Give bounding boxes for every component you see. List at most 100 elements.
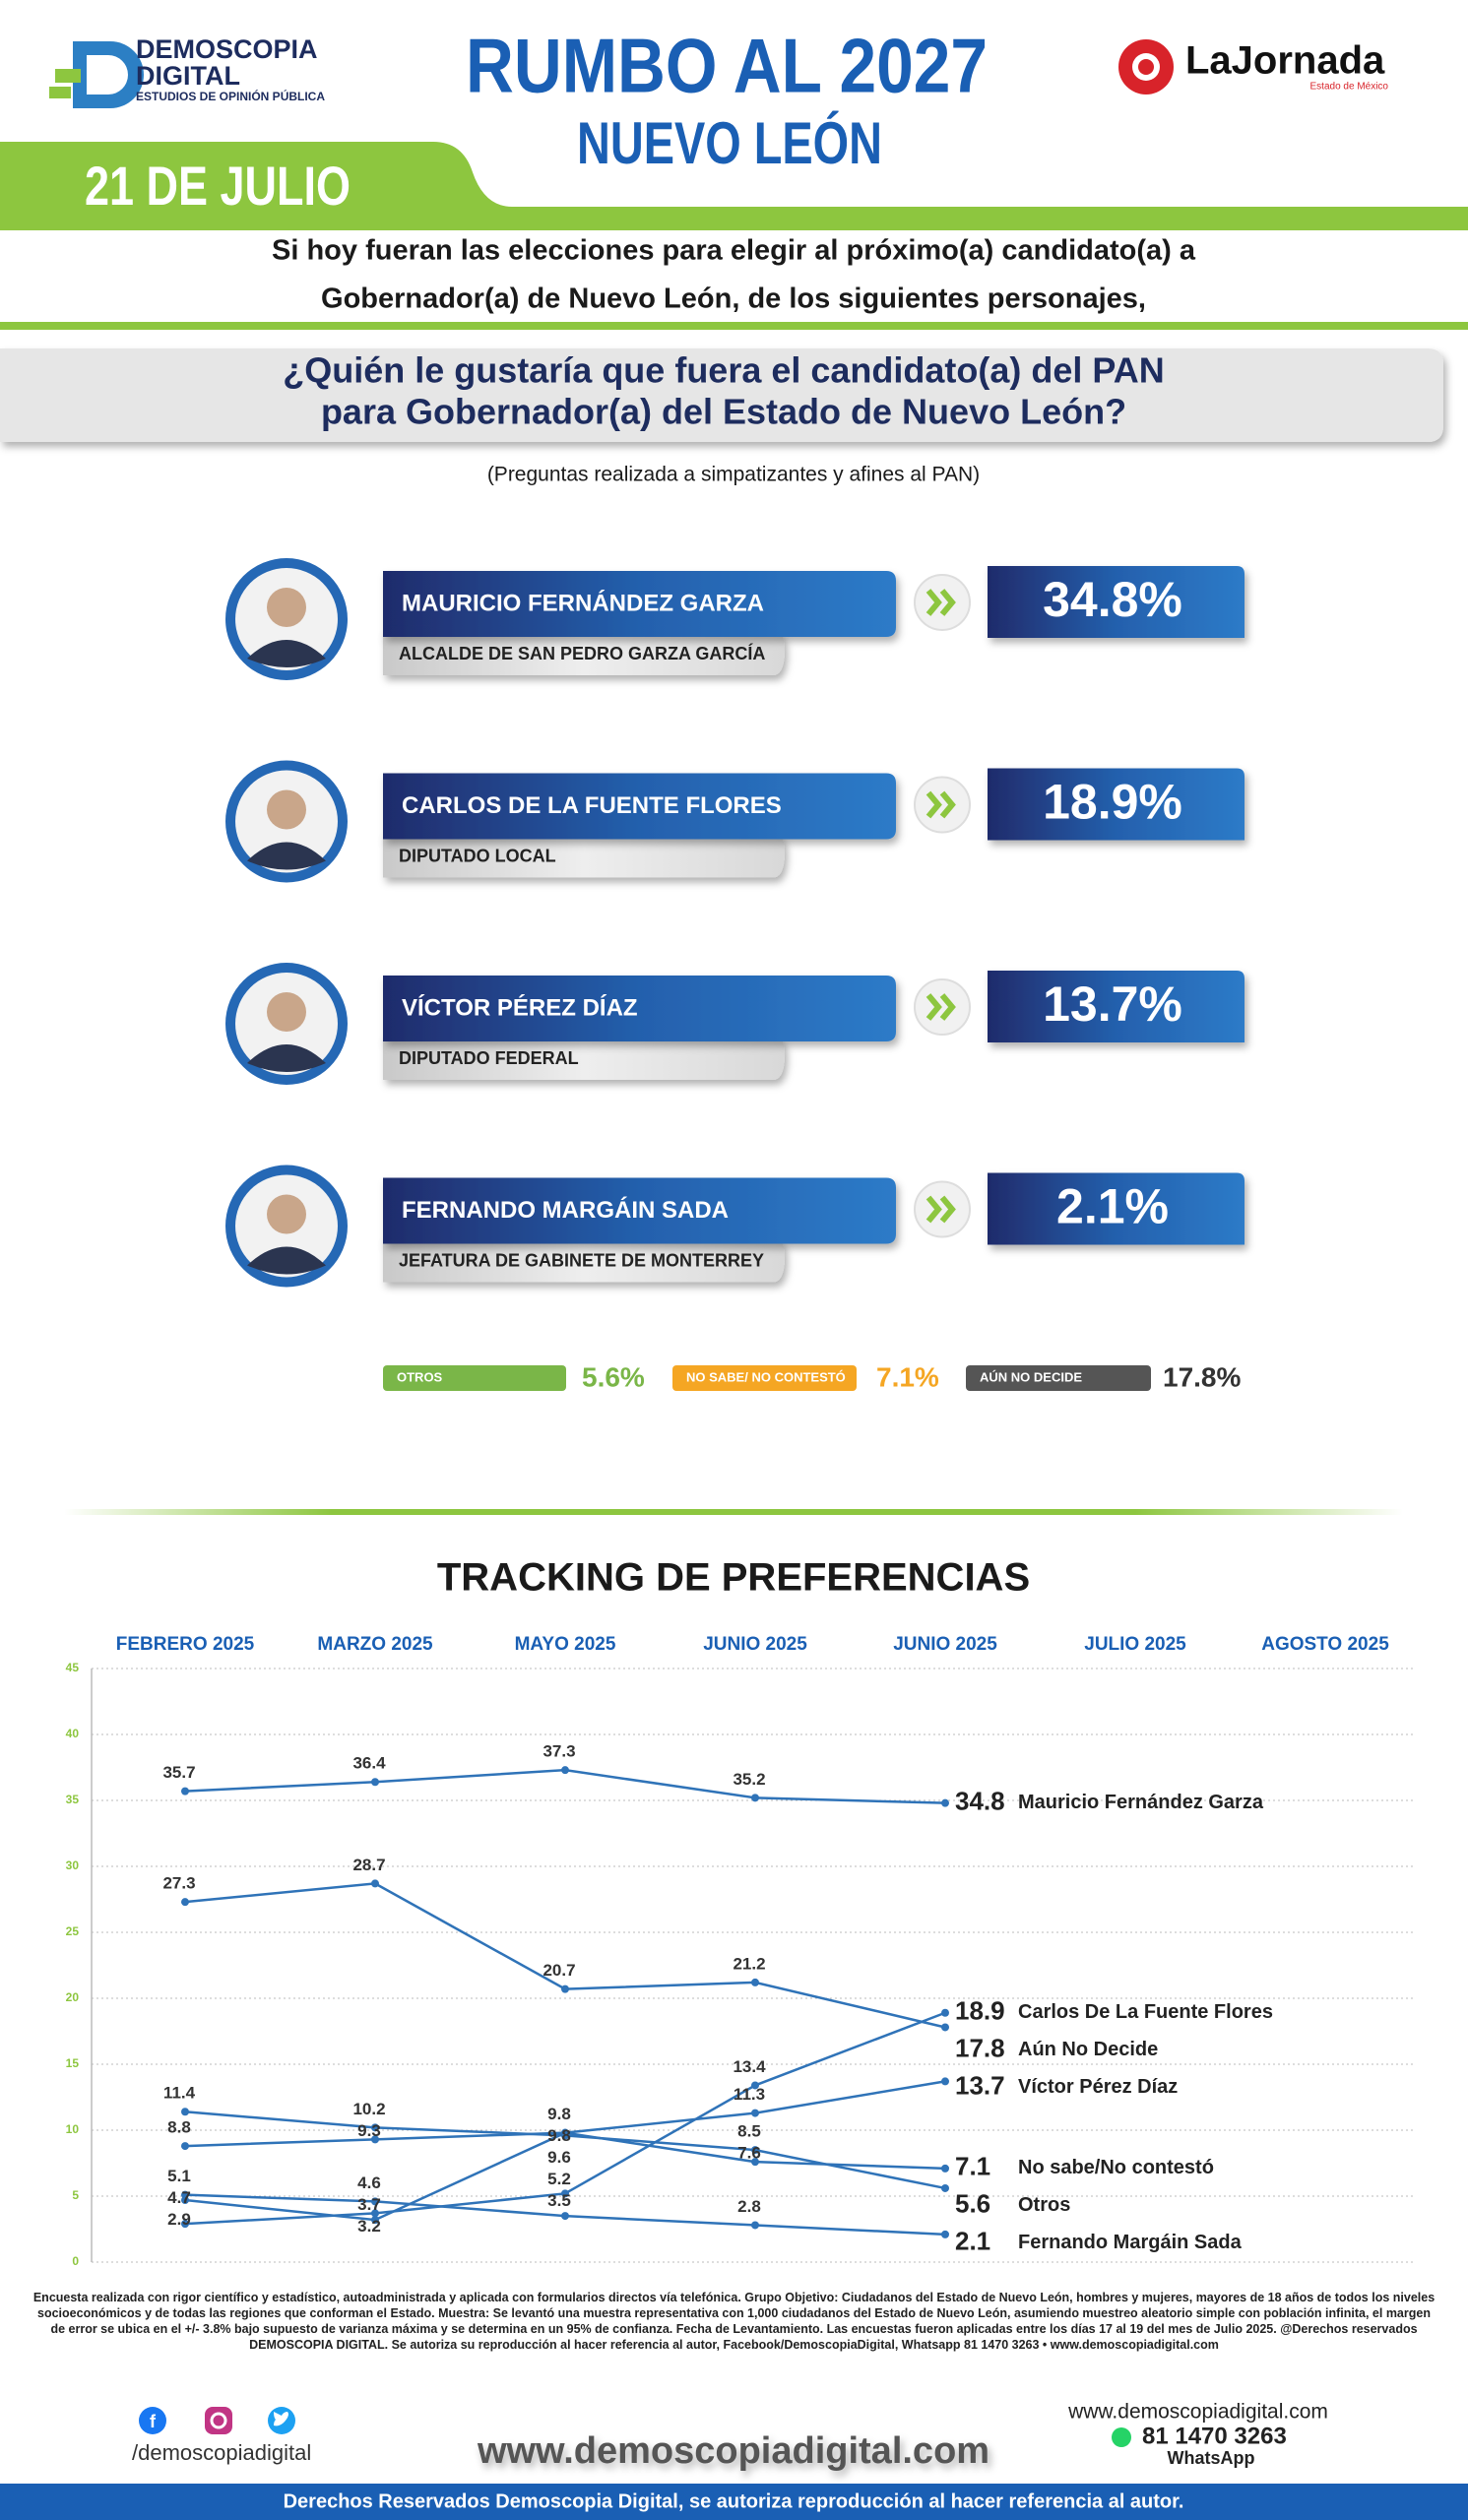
point [371,2123,379,2132]
others-bar [966,1365,1151,1391]
question: ¿Quién le gustaría que fuera el candidat… [283,350,1165,391]
point [181,1787,189,1796]
percentage: 13.7% [1043,976,1182,1032]
whatsapp-icon [1112,2427,1131,2447]
series-name: Carlos De La Fuente Flores [1018,2001,1273,2023]
title: RUMBO AL 2027 [466,23,988,109]
site: www.demoscopiadigital.com [477,2430,989,2472]
point [751,2109,759,2117]
series-name: Aún No Decide [1018,2039,1158,2060]
data-label: 37.3 [543,1742,575,1761]
others-label: OTROS [397,1369,443,1384]
data-label: 4.7 [167,2188,191,2207]
question-box [0,348,1443,442]
percentage: 2.1% [1056,1179,1169,1234]
phone: 81 1470 3263 [1142,2423,1287,2449]
data-label: 9.3 [357,2121,381,2140]
series-line [184,1882,946,2029]
point [941,2183,949,2192]
photo-body [247,1246,326,1275]
date: 21 DE JULIO [85,155,351,217]
logo-name: DEMOSCOPIA [136,34,318,64]
point [561,1984,569,1993]
role-bar [383,833,785,878]
point [181,1898,189,1907]
candidate-name: MAURICIO FERNÁNDEZ GARZA [402,589,764,616]
others-bar [383,1365,566,1391]
photo-head [267,588,306,627]
point [941,1798,949,1807]
methodology: Encuesta realizada con rigor científico … [32,2291,1436,2352]
others-bar [672,1365,857,1391]
candidate-name: CARLOS DE LA FUENTE FLORES [402,792,782,819]
data-label: 36.4 [352,1754,386,1773]
role: ALCALDE DE SAN PEDRO GARZA GARCÍA [399,643,765,663]
question: para Gobernador(a) del Estado de Nuevo L… [321,392,1126,432]
data-label: 9.8 [547,2126,571,2145]
point [751,2081,759,2090]
point [181,2142,189,2151]
y-tick-label: 40 [66,1727,80,1740]
pct-box [988,971,1245,1042]
data-label: 3.5 [547,2191,571,2210]
rights: Derechos Reservados Demoscopia Digital, … [284,2490,1184,2512]
role-bar [383,1036,785,1080]
chevron-circle [914,776,971,834]
point [371,1778,379,1787]
series-name: Víctor Pérez Díaz [1018,2076,1178,2098]
chevron-circle [914,1180,971,1238]
end-value: 13.7 [955,2071,1005,2101]
x-tick-label: FEBRERO 2025 [116,1634,255,1655]
data-label: 11.4 [163,2084,196,2103]
y-tick-label: 20 [66,1990,80,2004]
data-label: 4.6 [357,2174,381,2192]
role-bar [383,631,785,675]
y-tick-label: 5 [72,2188,79,2202]
note: (Preguntas realizada a simpatizantes y a… [487,464,980,486]
point [371,2135,379,2144]
others-label: NO SABE/ NO CONTESTÓ [686,1369,846,1384]
chevron-circle [914,574,971,631]
point [941,2230,949,2238]
point [371,2197,379,2206]
point [371,2209,379,2218]
data-label: 20.7 [543,1961,575,1980]
others-pct: 17.8% [1163,1361,1241,1392]
name-bar [383,773,896,840]
role: DIPUTADO FEDERAL [399,1048,579,1068]
x-tick-label: JULIO 2025 [1084,1634,1186,1655]
chevron [925,993,956,1021]
end-value: 2.1 [955,2227,990,2256]
point [371,1879,379,1888]
partner-name: LaJornada [1185,39,1385,83]
data-label: 11.3 [734,2085,765,2104]
data-label: 27.3 [162,1874,195,1893]
data-label: 8.8 [167,2118,191,2137]
percentage: 34.8% [1043,572,1182,627]
subtitle: NUEVO LEÓN [577,110,882,176]
data-label: 21.2 [733,1954,765,1973]
partner-tagline: Estado de México [1310,82,1389,93]
series-name: Fernando Margáin Sada [1018,2232,1243,2253]
y-tick-label: 45 [66,1661,80,1674]
logo-tagline: ESTUDIOS DE OPINIÓN PÚBLICA [136,89,325,103]
end-value: 5.6 [955,2189,990,2219]
series-line [184,1768,946,1804]
data-label: 5.2 [547,2170,571,2188]
photo-head [267,789,306,830]
end-value: 34.8 [955,1787,1005,1816]
chevron-circle [914,978,971,1036]
pct-box [988,566,1245,638]
divider [64,1509,1403,1515]
data-label: 28.7 [352,1856,385,1874]
partner-logo [1118,39,1174,94]
pct-box [988,1172,1245,1245]
social-icons: f [139,2407,295,2434]
y-tick-label: 25 [66,1924,80,1938]
point [181,2108,189,2116]
date-band [0,142,1468,230]
name-bar [383,1177,896,1244]
point [561,2131,569,2140]
percentage: 18.9% [1043,775,1182,830]
